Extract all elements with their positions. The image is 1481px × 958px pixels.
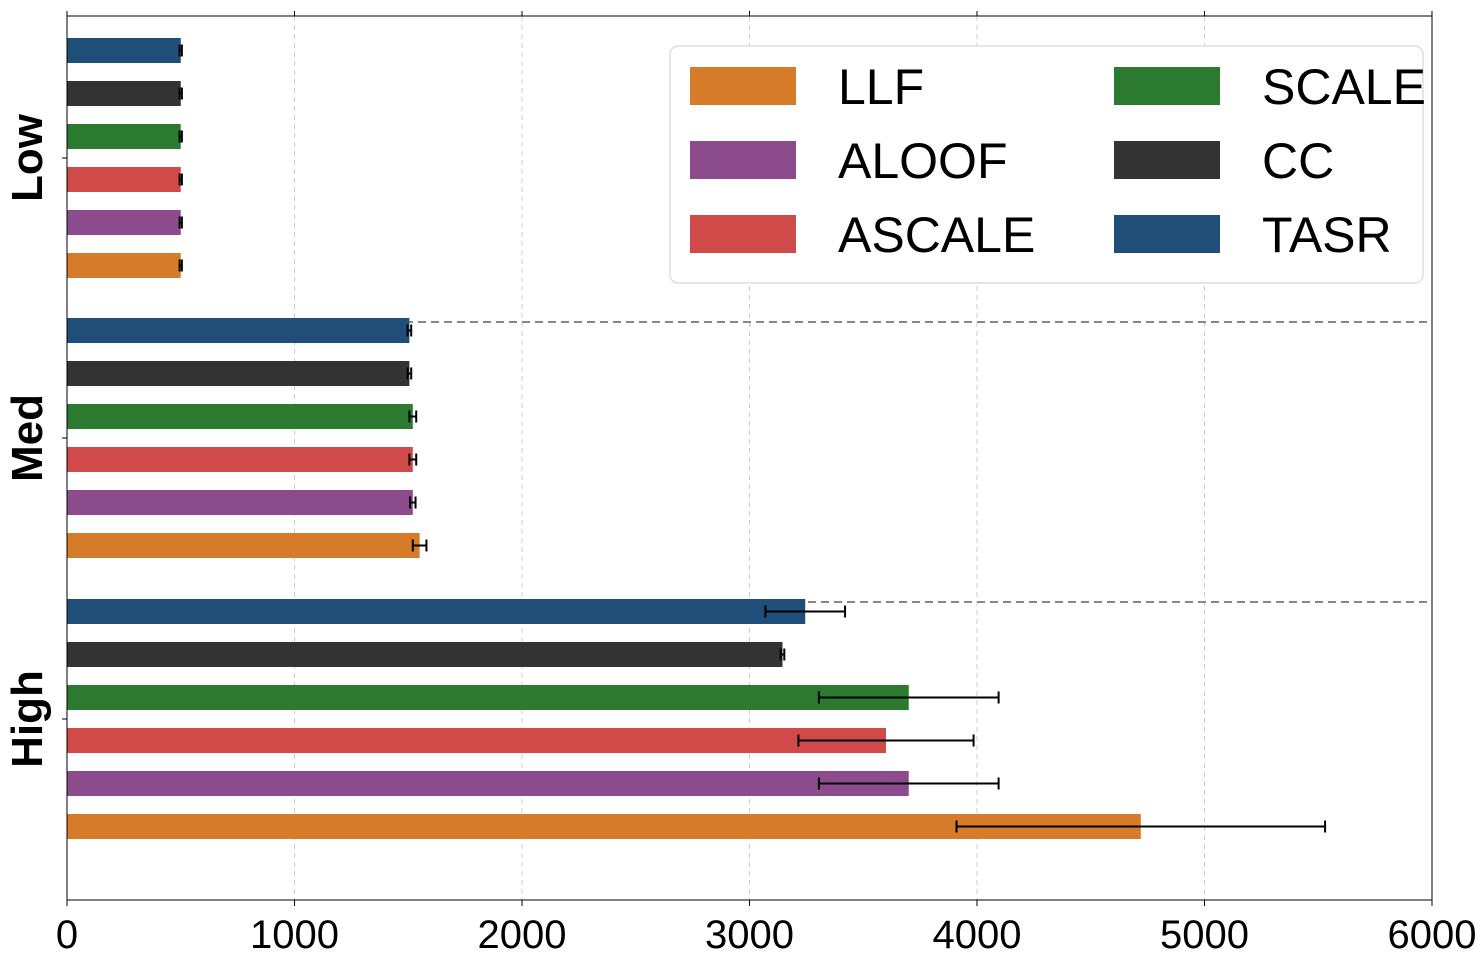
legend-item-cc: CC — [1114, 133, 1334, 189]
axes: Low Med High 0 1000 2000 3000 4000 5000 6000 — [3, 11, 1476, 957]
legend-label: CC — [1262, 133, 1334, 189]
error-bar-tasr-med — [406, 324, 413, 337]
y-tick-label-low: Low — [3, 113, 52, 202]
x-tick-label: 3000 — [705, 913, 794, 957]
x-tick-label: 1000 — [250, 913, 339, 957]
x-tick-label: 2000 — [478, 913, 567, 957]
y-tick-label-med: Med — [3, 394, 52, 482]
legend-swatch — [1114, 141, 1220, 179]
bar-scale-low — [67, 124, 181, 149]
error-bar-ascale-med — [408, 453, 418, 466]
legend-swatch — [690, 215, 796, 253]
legend-label: SCALE — [1262, 59, 1426, 115]
error-bar-tasr-low — [178, 44, 183, 57]
bar-llf-med — [67, 533, 420, 558]
error-bar-cc-low — [178, 87, 183, 100]
legend-item-llf: LLF — [690, 59, 924, 115]
error-bar-scale-med — [408, 410, 418, 423]
error-bar-ascale-low — [178, 173, 183, 186]
legend-item-scale: SCALE — [1114, 59, 1426, 115]
bar-scale-med — [67, 404, 413, 429]
bar-aloof-low — [67, 210, 181, 235]
error-bar-llf-high — [955, 820, 1327, 833]
legend-swatch — [1114, 215, 1220, 253]
legend-label: LLF — [838, 59, 924, 115]
y-tick-label-high: High — [3, 670, 52, 768]
legend-swatch — [690, 141, 796, 179]
x-tick-label: 5000 — [1160, 913, 1249, 957]
bar-aloof-high — [67, 771, 909, 796]
x-tick-label: 0 — [56, 913, 78, 957]
error-bar-aloof-high — [817, 777, 1000, 790]
error-bar-tasr-high — [764, 605, 847, 618]
error-bar-cc-med — [406, 367, 413, 380]
error-bar-aloof-med — [409, 496, 417, 509]
x-tick-label: 4000 — [933, 913, 1022, 957]
legend-swatch — [1114, 67, 1220, 105]
error-bar-scale-low — [178, 130, 183, 143]
bar-tasr-med — [67, 318, 410, 343]
bar-scale-high — [67, 685, 909, 710]
bar-cc-med — [67, 361, 410, 386]
legend-item-aloof: ALOOF — [690, 133, 1007, 189]
error-bar-scale-high — [817, 691, 1000, 704]
x-tick-label: 6000 — [1388, 913, 1477, 957]
bar-cc-low — [67, 81, 181, 106]
bar-ascale-low — [67, 167, 181, 192]
error-bar-llf-low — [178, 259, 183, 272]
error-bar-ascale-high — [797, 734, 975, 747]
bar-tasr-low — [67, 38, 181, 63]
legend: LLF ALOOF ASCALE SCALE CC TASR — [669, 45, 1426, 284]
legend-box — [669, 45, 1424, 284]
error-bar-llf-med — [411, 539, 428, 552]
legend-swatch — [690, 67, 796, 105]
bar-ascale-high — [67, 728, 886, 753]
bar-ascale-med — [67, 447, 413, 472]
bar-tasr-high — [67, 599, 806, 624]
bar-llf-low — [67, 253, 181, 278]
legend-label: ASCALE — [838, 207, 1035, 263]
legend-item-ascale: ASCALE — [690, 207, 1035, 263]
bar-aloof-med — [67, 490, 413, 515]
bar-cc-high — [67, 642, 783, 667]
error-bar-cc-high — [779, 648, 786, 661]
legend-label: ALOOF — [838, 133, 1007, 189]
legend-label: TASR — [1262, 207, 1392, 263]
error-bars — [178, 44, 1327, 833]
legend-item-tasr: TASR — [1114, 207, 1392, 263]
bars — [67, 38, 1141, 839]
error-bar-aloof-low — [178, 216, 183, 229]
